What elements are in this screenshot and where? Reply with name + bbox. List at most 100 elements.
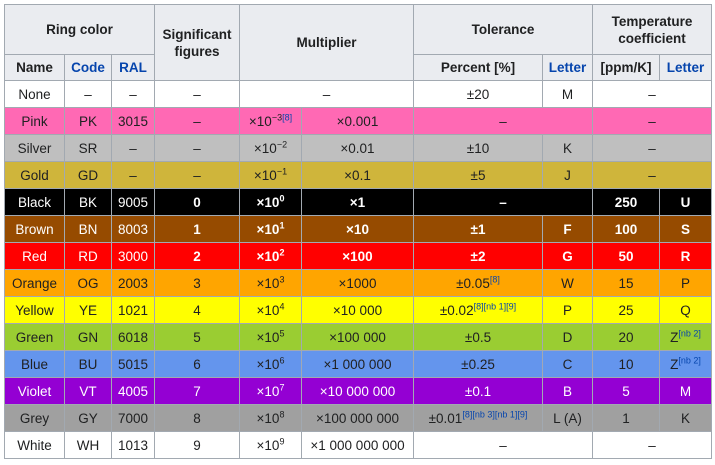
cell-ral: 1013	[111, 431, 155, 459]
exponent: −3	[271, 112, 283, 122]
cell-name: Pink	[4, 107, 65, 135]
cell-name: Gold	[4, 161, 65, 189]
cell-significant-figure: –	[154, 107, 240, 135]
cell-name: Red	[4, 242, 65, 270]
exponent: −2	[276, 139, 288, 149]
exponent: 0	[279, 193, 285, 203]
cell-multiplier-value: ×10 000 000	[301, 377, 414, 405]
table-row: None – – – – ±20 M –	[4, 80, 712, 108]
cell-multiplier-power: ×100	[239, 188, 302, 216]
cell-temp-letter: M	[659, 377, 712, 405]
cell-code: GN	[64, 323, 112, 351]
cell-code: WH	[64, 431, 112, 459]
exponent: −1	[276, 166, 288, 176]
cell-temp-letter: K	[659, 404, 712, 432]
cell-ral: –	[111, 161, 155, 189]
header-multiplier: Multiplier	[239, 4, 414, 81]
cell-tolerance-percent: ±20	[413, 80, 543, 108]
table-row: Silver SR – – ×10−2 ×0.01 ±10 K –	[4, 134, 712, 162]
cell-tolerance-letter: F	[542, 215, 593, 243]
cell-temp-letter: R	[659, 242, 712, 270]
cell-multiplier-power: ×107	[239, 377, 302, 405]
cell-ral: 2003	[111, 269, 155, 297]
cell-code: SR	[64, 134, 112, 162]
cell-ral: –	[111, 134, 155, 162]
cell-multiplier-power: ×106	[239, 350, 302, 378]
cell-temp-coefficient: –	[592, 431, 712, 459]
cell-temp-letter: Z[nb 2]	[659, 323, 712, 351]
cell-multiplier-value: ×100 000	[301, 323, 414, 351]
cell-code: BN	[64, 215, 112, 243]
reference-link[interactable]: [nb 2]	[678, 328, 701, 338]
cell-significant-figure: 6	[154, 350, 240, 378]
cell-multiplier-value: ×0.1	[301, 161, 414, 189]
cell-tolerance-letter: L (A)	[542, 404, 593, 432]
cell-ppm: 50	[592, 242, 660, 270]
cell-name: White	[4, 431, 65, 459]
reference-link[interactable]: [nb 2]	[678, 355, 701, 365]
cell-name: Blue	[4, 350, 65, 378]
cell-multiplier-power: ×10−1	[239, 161, 302, 189]
cell-name: Yellow	[4, 296, 65, 324]
cell-ppm: 250	[592, 188, 660, 216]
exponent: 3	[279, 274, 285, 284]
cell-multiplier-power: ×109	[239, 431, 302, 459]
header-code-link[interactable]: Code	[64, 54, 112, 81]
cell-ral: 4005	[111, 377, 155, 405]
cell-significant-figure: 7	[154, 377, 240, 405]
header-significant-figures: Significant figures	[154, 4, 240, 81]
header-tolerance-letter-link[interactable]: Letter	[542, 54, 593, 81]
header-temperature-coefficient: Temperature coefficient	[592, 4, 712, 55]
cell-code: GD	[64, 161, 112, 189]
table-row: Brown BN 8003 1 ×101 ×10 ±1 F 100 S	[4, 215, 712, 243]
cell-temp-letter: S	[659, 215, 712, 243]
reference-link[interactable]: [8][nb 3][nb 1][9]	[462, 409, 528, 419]
cell-tolerance-percent: ±0.02[8][nb 1][9]	[413, 296, 543, 324]
exponent: 9	[279, 436, 285, 446]
header-ppm: [ppm/K]	[592, 54, 660, 81]
cell-tolerance-letter: C	[542, 350, 593, 378]
cell-code: GY	[64, 404, 112, 432]
cell-multiplier-value: ×1 000 000	[301, 350, 414, 378]
cell-multiplier-value: ×0.01	[301, 134, 414, 162]
exponent: 5	[279, 328, 285, 338]
cell-multiplier-value: ×0.001	[301, 107, 414, 135]
table-row: Orange OG 2003 3 ×103 ×1000 ±0.05[8] W 15 P	[4, 269, 712, 297]
cell-tolerance-letter: M	[542, 80, 593, 108]
table-row: Red RD 3000 2 ×102 ×100 ±2 G 50 R	[4, 242, 712, 270]
reference-link[interactable]: [8]	[282, 112, 293, 122]
cell-ppm: 15	[592, 269, 660, 297]
cell-tolerance-letter: P	[542, 296, 593, 324]
cell-ppm: 10	[592, 350, 660, 378]
exponent: 7	[279, 382, 285, 392]
cell-code: BU	[64, 350, 112, 378]
cell-tolerance-percent: ±0.05[8]	[413, 269, 543, 297]
cell-ral: 3000	[111, 242, 155, 270]
header-temp-letter-link[interactable]: Letter	[659, 54, 712, 81]
cell-tolerance-percent: ±0.25	[413, 350, 543, 378]
cell-ppm: 1	[592, 404, 660, 432]
exponent: 6	[279, 355, 285, 365]
cell-temp-coefficient: –	[592, 134, 712, 162]
cell-tolerance: –	[413, 431, 593, 459]
table-row: Black BK 9005 0 ×100 ×1–250 U	[4, 188, 712, 216]
cell-temp-coefficient: –	[592, 107, 712, 135]
table-row: Grey GY 7000 8 ×108 ×100 000 000 ±0.01[8][nb 3…	[4, 404, 712, 432]
cell-tolerance-percent: ±0.1	[413, 377, 543, 405]
table-row: Gold GD – – ×10−1 ×0.1 ±5 J –	[4, 161, 712, 189]
exponent: 2	[279, 247, 285, 257]
cell-name: Green	[4, 323, 65, 351]
cell-temp-letter: P	[659, 269, 712, 297]
reference-link[interactable]: [8]	[489, 274, 500, 284]
cell-name: Orange	[4, 269, 65, 297]
reference-link[interactable]: [8][nb 1][9]	[473, 301, 517, 311]
header-name: Name	[4, 54, 65, 81]
cell-tolerance-percent: ±0.01[8][nb 3][nb 1][9]	[413, 404, 543, 432]
cell-significant-figure: 1	[154, 215, 240, 243]
header-tolerance: Tolerance	[413, 4, 593, 55]
cell-ppm: 100	[592, 215, 660, 243]
cell-multiplier-power: ×108	[239, 404, 302, 432]
cell-ral: 8003	[111, 215, 155, 243]
header-ral-link[interactable]: RAL	[111, 54, 155, 81]
cell-tolerance-percent: ±2	[413, 242, 543, 270]
